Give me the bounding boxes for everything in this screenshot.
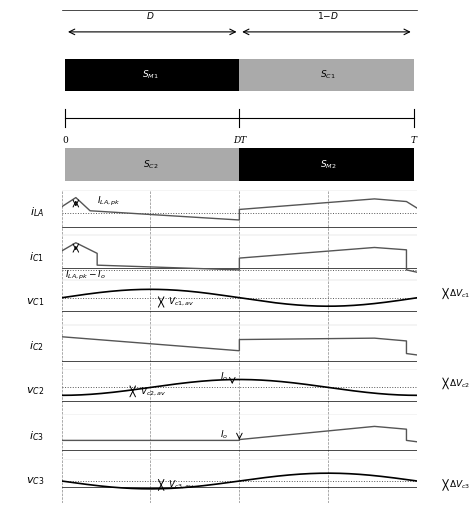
Y-axis label: $i_{LA}$: $i_{LA}$ bbox=[30, 205, 44, 219]
Text: $S_{C1}$: $S_{C1}$ bbox=[320, 69, 336, 81]
Text: 0: 0 bbox=[62, 136, 68, 145]
Text: $S_{M2}$: $S_{M2}$ bbox=[320, 158, 337, 171]
Text: $1{-}D$: $1{-}D$ bbox=[318, 10, 339, 21]
Text: $D$: $D$ bbox=[146, 10, 155, 21]
Text: $I_{LA,pk}$: $I_{LA,pk}$ bbox=[97, 195, 121, 208]
Text: $V_{c1,av}$: $V_{c1,av}$ bbox=[168, 296, 195, 308]
Bar bbox=[65, 59, 239, 91]
Text: $\Delta V_{c3}$: $\Delta V_{c3}$ bbox=[449, 479, 470, 491]
Y-axis label: $v_{C3}$: $v_{C3}$ bbox=[26, 475, 44, 487]
Text: $S_{M1}$: $S_{M1}$ bbox=[142, 69, 159, 81]
Text: $V_{c2,av}$: $V_{c2,av}$ bbox=[140, 385, 166, 398]
Text: $I_{LA,pk}-I_o$: $I_{LA,pk}-I_o$ bbox=[65, 269, 106, 282]
Y-axis label: $v_{C2}$: $v_{C2}$ bbox=[26, 386, 44, 397]
Text: $\Delta V_{c2}$: $\Delta V_{c2}$ bbox=[449, 377, 470, 390]
Text: $S_{C2}$: $S_{C2}$ bbox=[143, 158, 158, 171]
Bar bbox=[239, 59, 413, 91]
Y-axis label: $i_{C3}$: $i_{C3}$ bbox=[29, 429, 44, 443]
Text: T: T bbox=[410, 136, 417, 145]
Text: 0.5T: 0.5T bbox=[229, 195, 249, 204]
Bar bbox=[239, 148, 413, 181]
Text: $I_o$: $I_o$ bbox=[220, 371, 228, 383]
Y-axis label: $v_{C1}$: $v_{C1}$ bbox=[26, 296, 44, 308]
Text: $\Delta V_{c1}$: $\Delta V_{c1}$ bbox=[449, 288, 470, 300]
Y-axis label: $i_{C1}$: $i_{C1}$ bbox=[29, 250, 44, 264]
Bar bbox=[65, 148, 239, 181]
Text: DT: DT bbox=[233, 136, 246, 145]
Text: $I_o$: $I_o$ bbox=[220, 429, 228, 441]
Text: $V_{c3,av}$: $V_{c3,av}$ bbox=[168, 479, 195, 491]
Y-axis label: $i_{C2}$: $i_{C2}$ bbox=[29, 339, 44, 353]
